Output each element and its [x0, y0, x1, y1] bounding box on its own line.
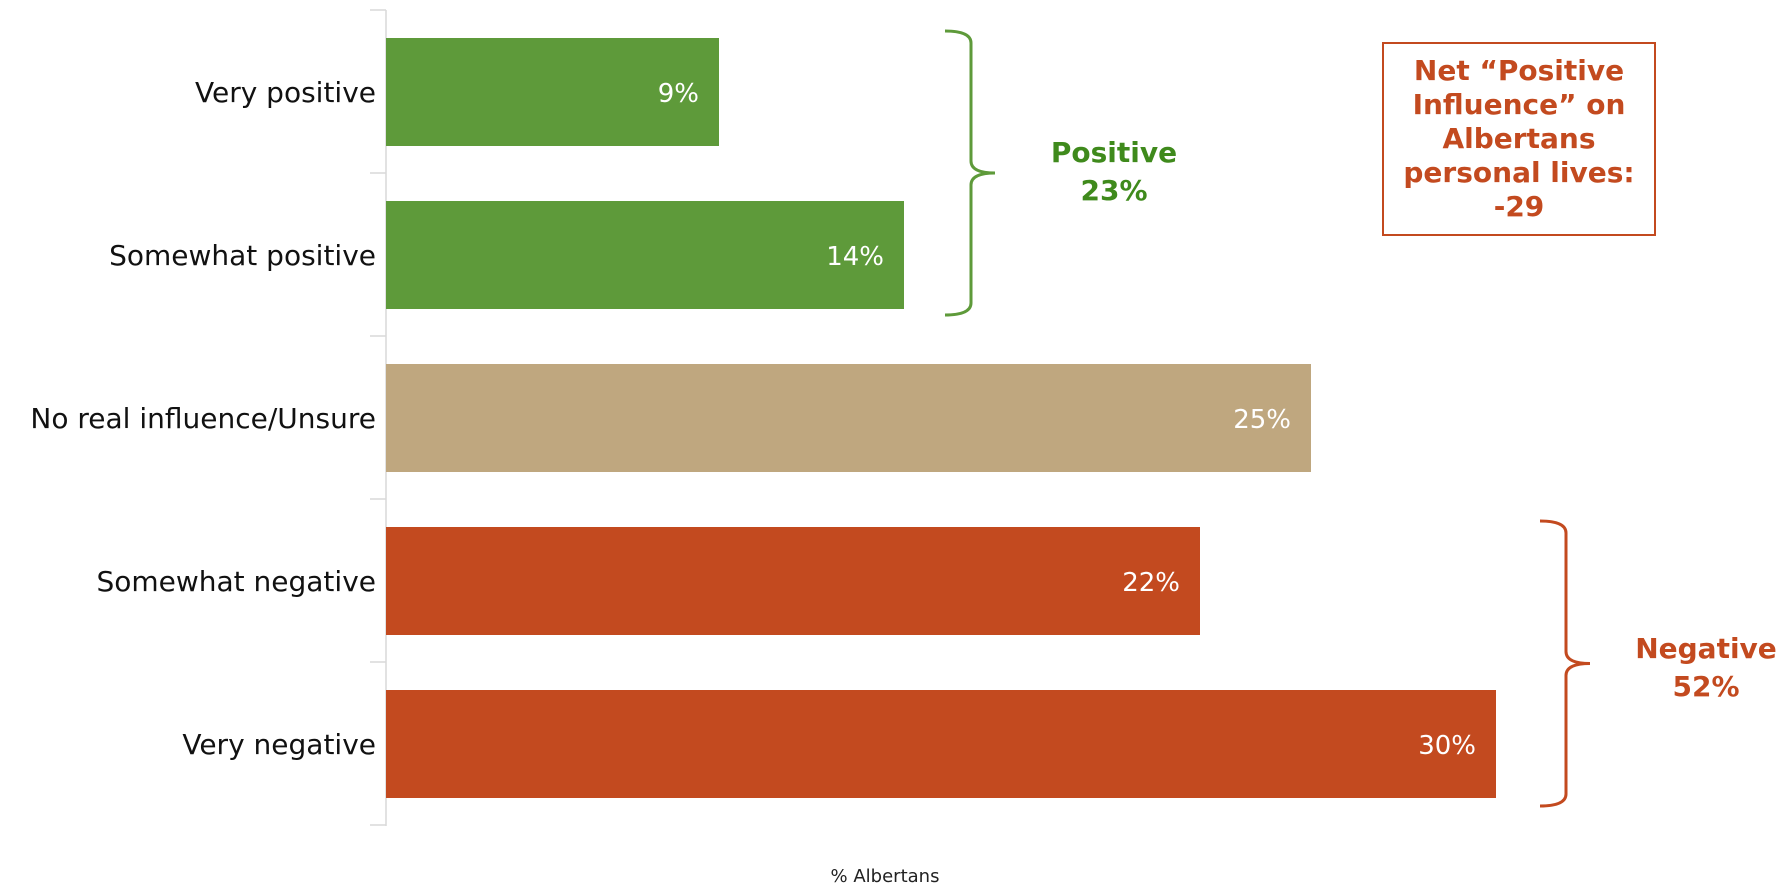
value-label: 25%	[1233, 405, 1291, 435]
category-label: Very negative	[182, 728, 376, 761]
category-label: Somewhat negative	[96, 565, 376, 598]
net-influence-text: Net “Positive Influence” on Albertans pe…	[1403, 54, 1635, 223]
value-label: 14%	[826, 242, 884, 272]
value-label: 22%	[1122, 568, 1180, 598]
negative-group-label: Negative	[1635, 632, 1777, 665]
positive-group-value: 23%	[1080, 174, 1147, 207]
bar	[386, 527, 1200, 635]
value-label: 30%	[1418, 731, 1476, 761]
x-axis-label: % Albertans	[831, 866, 940, 887]
negative-group-value: 52%	[1672, 670, 1739, 703]
category-label: Very positive	[195, 76, 376, 109]
net-influence-box: Net “Positive Influence” on Albertans pe…	[1382, 42, 1656, 236]
positive-group-label: Positive	[1051, 136, 1177, 169]
bar	[386, 201, 904, 309]
category-label: Somewhat positive	[109, 239, 376, 272]
negative-bracket	[1539, 519, 1591, 808]
bar	[386, 690, 1496, 798]
value-label: 9%	[658, 79, 699, 109]
bar	[386, 38, 719, 146]
category-label: No real influence/Unsure	[30, 402, 376, 435]
positive-bracket	[944, 29, 996, 317]
bar	[386, 364, 1311, 472]
